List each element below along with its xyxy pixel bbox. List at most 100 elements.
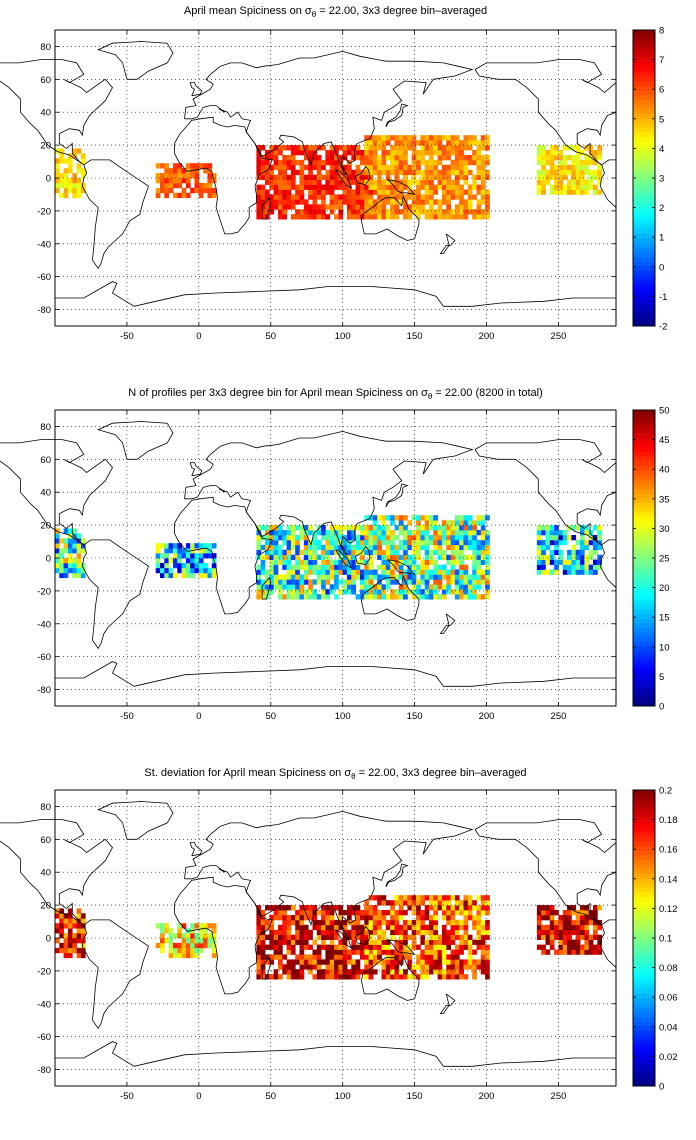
data-cell	[429, 169, 434, 176]
data-cell	[351, 974, 356, 980]
data-cell	[398, 954, 404, 960]
y-tick-label: -60	[37, 1032, 51, 1043]
data-cell	[278, 559, 283, 565]
data-cell	[416, 579, 421, 585]
data-cell	[303, 954, 309, 960]
data-cell	[420, 204, 426, 210]
data-cell	[364, 919, 369, 926]
data-cell	[308, 544, 313, 551]
data-cell	[433, 174, 438, 180]
data-cell	[429, 164, 434, 171]
data-cell	[381, 145, 387, 151]
data-cell	[459, 549, 464, 556]
x-tick-label: 100	[335, 711, 351, 722]
data-cell	[265, 544, 270, 551]
data-cell	[536, 179, 542, 185]
y-tick-label: -80	[37, 685, 51, 696]
data-cell	[80, 947, 86, 954]
data-cell	[480, 520, 486, 526]
data-cell	[429, 174, 434, 180]
data-cell	[424, 549, 430, 556]
data-cell	[303, 915, 309, 921]
data-cell	[403, 969, 408, 975]
data-cell	[459, 189, 464, 195]
data-cell	[467, 515, 473, 521]
data-cell	[575, 145, 581, 151]
data-cell	[173, 163, 178, 169]
panel-mean-spiciness: April mean Spiciness on σθ = 22.00, 3x3 …	[0, 0, 696, 380]
data-cell	[198, 187, 204, 194]
data-cell	[441, 584, 447, 590]
data-cell	[562, 539, 568, 546]
data-cell	[342, 174, 348, 180]
data-cell	[372, 574, 378, 580]
data-cell	[580, 159, 585, 166]
data-cell	[450, 574, 456, 580]
data-cell	[295, 549, 300, 556]
data-cell	[342, 184, 348, 190]
data-cell	[211, 567, 217, 574]
data-cell	[480, 959, 486, 965]
data-cell	[390, 150, 395, 156]
data-cell	[164, 938, 169, 944]
data-cell	[286, 525, 292, 531]
data-cell	[334, 179, 339, 185]
data-cell	[377, 145, 382, 151]
data-cell	[580, 169, 585, 176]
data-cell	[273, 150, 279, 156]
data-cell	[80, 543, 86, 549]
data-cell	[454, 135, 460, 141]
data-cell	[67, 562, 73, 569]
data-cell	[260, 164, 266, 171]
data-cell	[480, 169, 486, 176]
data-cell	[536, 915, 542, 921]
data-cell	[290, 155, 296, 161]
colorbar-segment	[633, 71, 655, 77]
data-cell	[575, 554, 581, 560]
data-cell	[385, 954, 391, 960]
data-cell	[286, 559, 292, 565]
data-cell	[76, 933, 82, 939]
data-cell	[571, 939, 577, 945]
data-cell	[316, 579, 322, 585]
data-cell	[562, 164, 568, 171]
data-cell	[278, 184, 283, 190]
data-cell	[351, 559, 356, 565]
data-cell	[334, 214, 339, 220]
data-cell	[342, 579, 348, 585]
colorbar-segment	[633, 1072, 655, 1078]
data-cell	[416, 919, 421, 926]
data-cell	[164, 567, 169, 574]
data-cell	[185, 562, 191, 569]
data-cell	[390, 169, 395, 176]
data-cell	[571, 169, 577, 176]
x-tick-label: 150	[407, 711, 423, 722]
data-cell	[325, 564, 331, 570]
data-cell	[562, 939, 568, 945]
data-cell	[424, 214, 430, 220]
data-cell	[433, 964, 438, 970]
colorbar-segment	[633, 419, 655, 425]
data-cell	[476, 934, 482, 940]
coastline	[335, 169, 353, 189]
data-cell	[558, 155, 564, 161]
data-cell	[269, 574, 274, 580]
data-cell	[360, 954, 365, 960]
data-cell	[463, 919, 469, 926]
data-cell	[463, 539, 469, 546]
data-cell	[185, 548, 191, 554]
data-cell	[467, 579, 473, 585]
data-cell	[164, 923, 169, 929]
data-cell	[342, 964, 348, 970]
data-cell	[429, 515, 434, 521]
data-cell	[364, 159, 369, 166]
data-cell	[295, 915, 300, 921]
data-cell	[549, 150, 555, 156]
data-cell	[459, 515, 464, 521]
data-cell	[446, 520, 451, 526]
data-cell	[256, 929, 262, 936]
data-cell	[485, 584, 490, 590]
data-cell	[536, 910, 542, 916]
data-cell	[198, 933, 204, 939]
data-cell	[59, 158, 64, 164]
